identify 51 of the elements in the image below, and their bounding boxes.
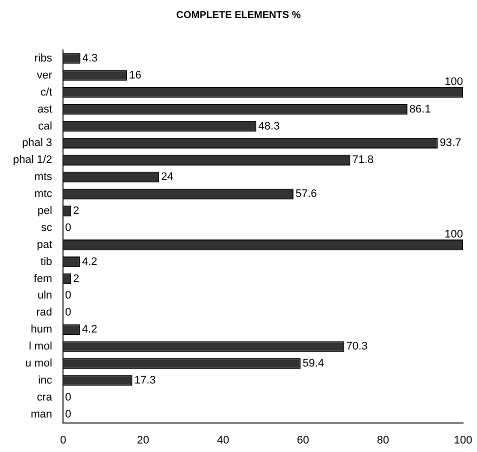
y-tick-label: fem [34,272,52,285]
data-label: 71.8 [352,154,374,166]
x-tick-label: 80 [376,434,390,446]
y-tick-label: ast [37,103,52,116]
data-label: 2 [73,272,80,285]
data-label: 0 [65,391,72,404]
y-tick-label: mtc [34,188,53,200]
x-tick-label: 20 [136,434,150,446]
y-tick-label: ver [36,69,52,82]
y-tick-label: mts [34,171,53,184]
data-label: 100 [444,76,463,88]
data-label: 0 [65,290,72,302]
y-tick-label: hum [30,324,52,336]
x-tick-label: 0 [60,434,66,446]
x-tick-label: 100 [454,434,472,446]
y-tick-label: pat [36,238,52,251]
y-tick-label: sc [41,222,53,234]
y-tick-label: u mol [25,358,52,370]
y-tick-label: man [30,408,52,420]
y-tick-label: ribs [34,52,53,65]
data-label: 2 [73,205,80,218]
y-tick-label: phal 3 [22,137,52,150]
data-label: 0 [65,222,72,234]
x-tick-label: 60 [296,434,310,446]
data-label: 59.4 [302,358,324,370]
y-tick-label: pel [37,205,52,218]
data-label: 93.7 [440,137,462,150]
x-tick-label: 40 [216,434,230,446]
y-tick-label: phal 1/2 [12,154,52,166]
y-tick-label: rad [36,306,52,319]
data-label: 57.6 [295,188,317,200]
data-label: 86.1 [409,103,431,116]
data-label: 16 [129,69,142,82]
y-tick-label: cra [36,391,54,404]
data-label: 4.2 [82,256,98,268]
y-tick-label: uln [37,290,52,302]
data-label: 100 [444,228,463,240]
data-label: 24 [161,171,174,184]
data-label: 4.2 [82,324,98,336]
data-label: 4.3 [82,52,98,65]
data-label: 48.3 [258,120,280,132]
data-label: 0 [65,306,72,319]
chart-title: COMPLETE ELEMENTS % [175,10,302,21]
y-tick-label: l mol [28,340,52,353]
y-tick-label: cal [38,120,52,132]
y-tick-label: tib [40,256,52,268]
y-tick-label: inc [38,374,53,386]
data-label: 0 [65,408,72,420]
data-label: 17.3 [134,374,156,386]
data-label: 70.3 [346,340,368,353]
y-tick-label: c/t [40,86,52,98]
